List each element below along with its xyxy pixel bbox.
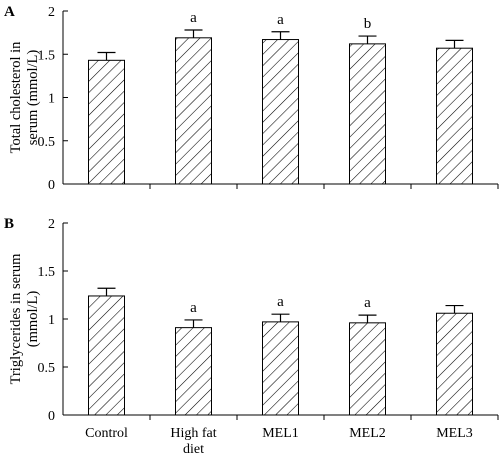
y-axis-title-line-1: Total cholesterol in — [8, 41, 24, 153]
bar — [175, 37, 212, 185]
significance-label: a — [277, 12, 284, 28]
x-category-label: MEL2 — [349, 426, 386, 441]
x-category-label: MEL3 — [436, 426, 473, 441]
x-category-label: MEL1 — [262, 426, 299, 441]
significance-label: a — [364, 295, 371, 311]
y-tick-label: 1.5 — [38, 48, 56, 63]
y-tick-label: 1.5 — [38, 265, 56, 280]
bar — [175, 327, 212, 416]
y-tick-label: 2 — [48, 217, 55, 232]
bar — [88, 59, 125, 185]
bar — [349, 43, 386, 185]
y-tick-label: 0.5 — [38, 361, 56, 376]
y-tick-label: 0 — [48, 409, 55, 424]
y-tick-label: 0 — [48, 178, 55, 193]
bar — [349, 322, 386, 416]
chart-panel-a: A Total cholesterol in serum (mmol/L) 0 0.5 1… — [4, 4, 499, 193]
bar — [262, 321, 299, 416]
y-axis-title-line-2: (mmol/L) — [25, 291, 41, 348]
y-tick-label: 2 — [48, 5, 55, 20]
y-axis-title-line-1: Triglycerides in serum — [8, 253, 24, 384]
chart-panel-b: B Triglycerides in serum (mmol/L) 0 0.5 1 1.5 2… — [4, 216, 499, 457]
y-tick-label: 1 — [48, 313, 55, 328]
significance-label: b — [364, 16, 372, 32]
panel-label: B — [4, 216, 14, 232]
y-tick-label: 0.5 — [38, 135, 56, 150]
bar — [436, 47, 473, 185]
x-category-label: High fat diet — [170, 426, 216, 457]
significance-label: a — [190, 300, 197, 316]
y-tick-label: 1 — [48, 92, 55, 107]
bar — [88, 295, 125, 416]
significance-label: a — [190, 10, 197, 26]
bar — [436, 312, 473, 416]
significance-label: a — [277, 294, 284, 310]
bar — [262, 39, 299, 185]
y-axis-title-line-2: serum (mmol/L) — [25, 50, 41, 146]
x-category-label: Control — [85, 426, 128, 441]
panel-label: A — [4, 4, 15, 20]
